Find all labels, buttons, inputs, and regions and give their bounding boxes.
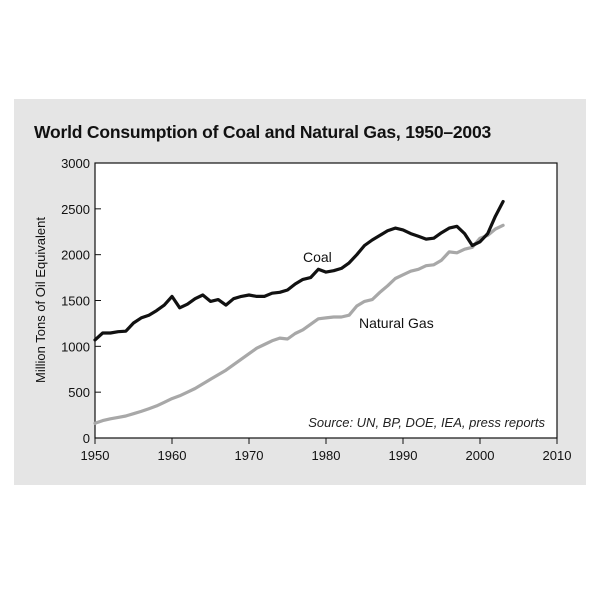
x-tick-label: 2000: [466, 448, 495, 463]
y-tick-label: 0: [83, 431, 90, 446]
x-tick-label: 1980: [312, 448, 341, 463]
series-label-coal: Coal: [303, 249, 332, 265]
y-tick-label: 500: [68, 385, 90, 400]
series-lines: [93, 199, 505, 425]
plot-area: [94, 162, 558, 439]
x-axis: 1950 1960 1970 1980 1990 2000 2010: [81, 438, 572, 463]
chart-title: World Consumption of Coal and Natural Ga…: [34, 122, 492, 142]
series-label-natural-gas: Natural Gas: [359, 315, 434, 331]
x-tick-label: 2010: [543, 448, 572, 463]
x-tick-label: 1970: [235, 448, 264, 463]
x-tick-label: 1960: [158, 448, 187, 463]
x-tick-label: 1950: [81, 448, 110, 463]
y-tick-label: 2000: [61, 248, 90, 263]
y-axis-label: Million Tons of Oil Equivalent: [33, 217, 48, 383]
x-tick-label: 1990: [389, 448, 418, 463]
series-line-coal: [93, 199, 505, 342]
y-axis: 0 500 1000 1500 2000 2500 3000: [61, 156, 101, 446]
y-tick-label: 1000: [61, 339, 90, 354]
y-tick-label: 2500: [61, 202, 90, 217]
y-tick-label: 1500: [61, 294, 90, 309]
y-tick-label: 3000: [61, 156, 90, 171]
series-line-natural-gas: [93, 223, 505, 425]
source-annotation: Source: UN, BP, DOE, IEA, press reports: [308, 415, 545, 430]
